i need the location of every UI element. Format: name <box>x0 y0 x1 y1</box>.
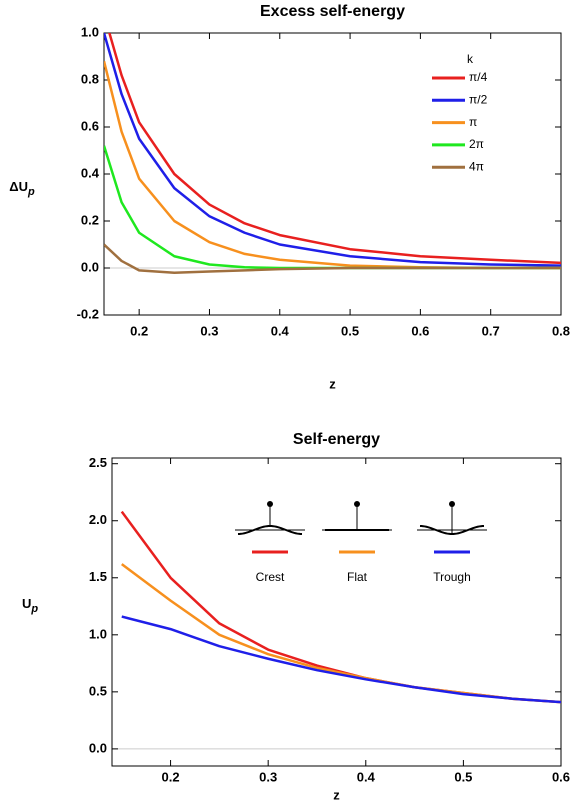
series-line <box>121 615 561 704</box>
y-tick-label: -0.2 <box>77 306 99 321</box>
x-axis-label: z <box>329 376 336 391</box>
y-tick-label: 1.0 <box>81 24 99 39</box>
x-tick-label: 0.2 <box>130 323 148 338</box>
series-line <box>104 33 561 267</box>
y-label-main: U <box>22 596 31 611</box>
y-tick-label: 2.5 <box>89 455 107 470</box>
icon-charge <box>449 501 455 507</box>
x-axis-label: z <box>333 787 340 802</box>
y-tick-label: 0.2 <box>81 212 99 227</box>
x-tick-label: 0.5 <box>454 769 472 784</box>
y-label-sub: p <box>27 186 35 198</box>
y-label-sub: p <box>30 603 38 615</box>
legend: k π/4 π/2 π 2π 4π <box>432 52 488 173</box>
legend-label: π/4 <box>469 70 488 84</box>
y-axis-label: ΔUp <box>9 179 35 197</box>
legend-label: 2π <box>469 137 484 151</box>
legend: Crest Flat Trough <box>235 501 487 584</box>
y-tick-label: 0.0 <box>89 740 107 755</box>
legend-label: Crest <box>256 570 285 584</box>
x-tick-label: 0.7 <box>482 323 500 338</box>
x-tick-label: 0.5 <box>341 323 359 338</box>
legend-title: k <box>467 52 474 66</box>
chart-title: Self-energy <box>293 431 380 448</box>
y-tick-label: 0.5 <box>89 683 107 698</box>
series-line <box>104 145 561 270</box>
x-tick-label: 0.3 <box>259 769 277 784</box>
y-tick-label: 2.0 <box>89 512 107 527</box>
legend-label: π <box>469 115 477 129</box>
lines <box>120 510 561 704</box>
legend-label: Trough <box>433 570 471 584</box>
chart: Self-energy 0.2 0.3 0.4 0.5 0.6 0.0 0.5 1.0 1.5 2.… <box>22 431 570 802</box>
series-line <box>104 243 561 274</box>
chart-title: Excess self-energy <box>260 3 405 20</box>
icon-charge <box>354 501 360 507</box>
plot-frame <box>111 457 562 767</box>
x-tick-label: 0.2 <box>162 769 180 784</box>
x-tick-label: 0.6 <box>411 323 429 338</box>
icon-charge <box>267 501 273 507</box>
y-tick-label: 0.4 <box>81 165 100 180</box>
y-tick-label: 1.5 <box>89 569 107 584</box>
chart: Excess self-energy 0.2 0.3 0.4 0.5 0.6 0.7 0.8 -… <box>9 3 570 391</box>
y-label-main: ΔU <box>9 179 28 194</box>
series-line <box>108 33 561 265</box>
x-tick-label: 0.3 <box>200 323 218 338</box>
x-tick-label: 0.6 <box>552 769 570 784</box>
legend-label: Flat <box>347 570 368 584</box>
x-tick-label: 0.4 <box>357 769 376 784</box>
lines <box>104 33 561 274</box>
y-tick-label: 0.8 <box>81 71 99 86</box>
x-tick-label: 0.8 <box>552 323 570 338</box>
legend-label: π/2 <box>469 92 488 106</box>
legend-label: 4π <box>469 159 484 173</box>
y-tick-label: 0.6 <box>81 118 99 133</box>
y-tick-label: 0.0 <box>81 259 99 274</box>
y-tick-label: 1.0 <box>89 626 107 641</box>
series-line <box>121 563 561 704</box>
series-line <box>104 60 561 270</box>
y-axis-label: Up <box>22 596 38 614</box>
x-tick-label: 0.4 <box>271 323 290 338</box>
